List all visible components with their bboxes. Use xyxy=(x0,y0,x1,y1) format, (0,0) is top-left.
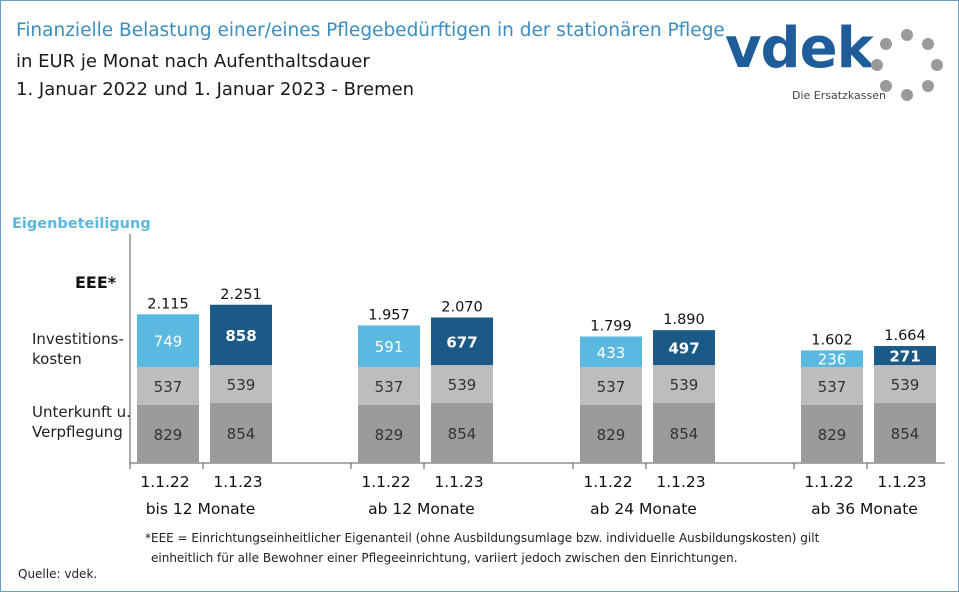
data-label-unterkunft-0-1: 854 xyxy=(227,425,256,443)
data-label-invest-3-0: 537 xyxy=(818,378,847,396)
group-label-2: ab 24 Monate xyxy=(590,500,697,518)
data-label-invest-2-1: 539 xyxy=(670,376,699,394)
data-label-invest-2-0: 537 xyxy=(597,378,626,396)
bar-segment-unterkunft-0-1 xyxy=(210,402,272,463)
bar-date-label-0-0: 1.1.22 xyxy=(140,473,189,491)
data-label-eee-3-0: 236 xyxy=(818,351,847,369)
bar-segment-invest-1-1 xyxy=(431,365,493,403)
total-label-3-1: 1.664 xyxy=(884,328,926,344)
bar-date-label-1-1: 1.1.23 xyxy=(434,473,483,491)
bar-segment-unterkunft-1-0 xyxy=(358,404,420,463)
bar-segment-eee-1-0 xyxy=(358,325,420,367)
bar-segment-unterkunft-2-0 xyxy=(580,404,642,463)
vdek-logo: vdek Die Ersatzkassen xyxy=(722,16,947,108)
bar-segment-invest-2-1 xyxy=(653,365,715,403)
bar-segment-invest-3-0 xyxy=(801,366,863,405)
bar-date-label-3-1: 1.1.23 xyxy=(877,473,926,491)
bar-date-label-2-1: 1.1.23 xyxy=(656,473,705,491)
group-label-3: ab 36 Monate xyxy=(811,500,918,518)
group-label-1: ab 12 Monate xyxy=(368,500,475,518)
logo-tagline: Die Ersatzkassen xyxy=(792,89,886,102)
bar-date-label-1-0: 1.1.22 xyxy=(361,473,410,491)
row-label-eee: EEE* xyxy=(75,273,117,292)
chart-subtitle-date: 1. Januar 2022 und 1. Januar 2023 - Brem… xyxy=(16,79,415,100)
bar-date-label-0-1: 1.1.23 xyxy=(213,473,262,491)
bar-segment-unterkunft-2-1 xyxy=(653,402,715,463)
data-label-invest-1-0: 537 xyxy=(375,378,404,396)
bar-segment-invest-1-0 xyxy=(358,366,420,405)
source-note: Quelle: vdek. xyxy=(18,567,98,581)
data-label-eee-2-0: 433 xyxy=(597,344,626,362)
data-label-unterkunft-0-0: 829 xyxy=(154,426,183,444)
bar-segment-eee-3-0 xyxy=(801,350,863,367)
bar-segment-eee-2-0 xyxy=(580,336,642,367)
row-label-eigenbeteiligung: Eigenbeteiligung xyxy=(12,216,151,232)
footnote-line1: *EEE = Einrichtungseinheitlicher Eigenan… xyxy=(145,531,820,545)
bar-segment-invest-3-1 xyxy=(874,365,936,403)
bar-date-label-2-0: 1.1.22 xyxy=(583,473,632,491)
data-label-invest-0-0: 537 xyxy=(154,378,183,396)
bar-segment-unterkunft-3-0 xyxy=(801,404,863,463)
data-label-eee-2-1: 497 xyxy=(668,340,699,358)
data-label-invest-3-1: 539 xyxy=(891,376,920,394)
total-label-0-0: 2.115 xyxy=(147,296,189,312)
data-label-unterkunft-2-0: 829 xyxy=(597,426,626,444)
data-label-eee-0-0: 749 xyxy=(154,333,183,351)
chart-title: Finanzielle Belastung einer/eines Pflege… xyxy=(16,20,725,41)
bar-segment-invest-0-0 xyxy=(137,366,199,405)
total-label-1-0: 1.957 xyxy=(368,307,410,323)
row-label-unterkunft-line1: Unterkunft u. xyxy=(32,403,131,421)
footnote-line2: einheitlich für alle Bewohner einer Pfle… xyxy=(151,551,738,565)
data-label-unterkunft-1-1: 854 xyxy=(448,425,477,443)
total-label-2-1: 1.890 xyxy=(663,312,705,328)
data-label-eee-3-1: 271 xyxy=(889,348,920,366)
data-label-invest-1-1: 539 xyxy=(448,376,477,394)
data-label-eee-0-1: 858 xyxy=(225,327,256,345)
group-label-0: bis 12 Monate xyxy=(146,500,256,518)
bar-segment-eee-1-1 xyxy=(431,317,493,366)
data-label-unterkunft-1-0: 829 xyxy=(375,426,404,444)
data-label-unterkunft-2-1: 854 xyxy=(670,425,699,443)
data-label-unterkunft-3-0: 829 xyxy=(818,426,847,444)
total-label-1-1: 2.070 xyxy=(441,299,483,315)
row-label-investitionskosten: Investitions- kosten xyxy=(32,329,124,369)
row-label-investitionskosten-line2: kosten xyxy=(32,350,82,368)
chart-subtitle-unit: in EUR je Monat nach Aufenthaltsdauer xyxy=(16,51,370,72)
bar-segment-eee-0-1 xyxy=(210,304,272,366)
logo-ring-icon xyxy=(871,29,943,101)
footnote: *EEE = Einrichtungseinheitlicher Eigenan… xyxy=(145,528,819,568)
total-label-2-0: 1.799 xyxy=(590,319,632,335)
data-label-eee-1-1: 677 xyxy=(446,333,477,351)
bar-segment-unterkunft-1-1 xyxy=(431,402,493,463)
bar-segment-invest-2-0 xyxy=(580,366,642,405)
logo-wordmark: vdek xyxy=(725,16,874,81)
bar-segment-unterkunft-3-1 xyxy=(874,402,936,463)
bar-segment-eee-3-1 xyxy=(874,346,936,366)
data-label-unterkunft-3-1: 854 xyxy=(891,425,920,443)
row-label-unterkunft-line2: Verpflegung xyxy=(32,423,123,441)
row-label-investitionskosten-line1: Investitions- xyxy=(32,330,124,348)
data-label-invest-0-1: 539 xyxy=(227,376,256,394)
bar-segment-eee-0-0 xyxy=(137,314,199,367)
total-label-3-0: 1.602 xyxy=(811,332,853,348)
bar-segment-invest-0-1 xyxy=(210,365,272,403)
bar-date-label-3-0: 1.1.22 xyxy=(804,473,853,491)
row-label-unterkunft: Unterkunft u. Verpflegung xyxy=(32,402,131,442)
total-label-0-1: 2.251 xyxy=(220,287,262,303)
bar-segment-unterkunft-0-0 xyxy=(137,404,199,463)
data-label-eee-1-0: 591 xyxy=(375,338,404,356)
bar-segment-eee-2-1 xyxy=(653,330,715,366)
